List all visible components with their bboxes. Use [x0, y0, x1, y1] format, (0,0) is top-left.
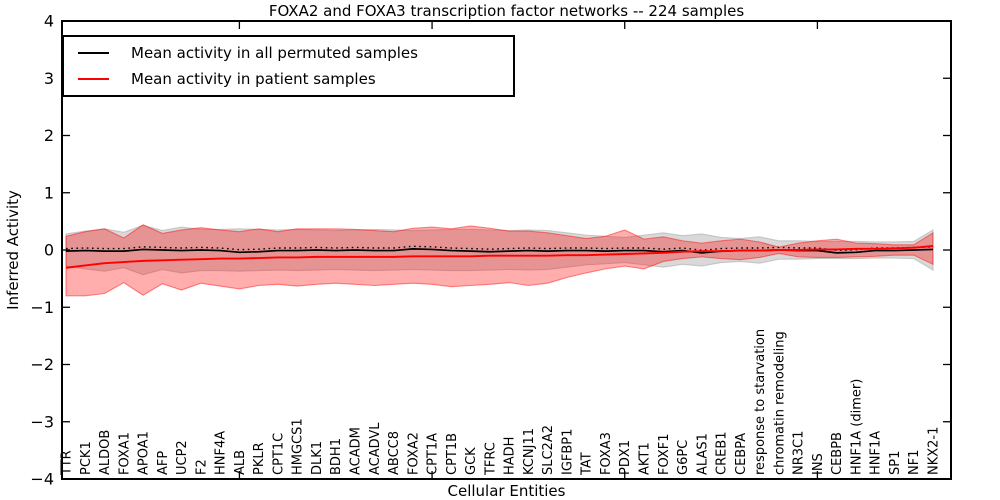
- x-tick-label: SLC2A2: [541, 425, 556, 475]
- x-tick-label: CPT1A: [426, 433, 441, 475]
- x-tick-label: GCK: [464, 447, 479, 475]
- x-tick-label: F2: [194, 459, 209, 475]
- x-tick-label: FOXA2: [406, 432, 421, 475]
- x-tick-label: HMGCS1: [291, 418, 306, 475]
- y-tick-label: 1: [44, 183, 54, 202]
- x-tick-label: CEBPA: [734, 433, 749, 475]
- legend-item-patient: Mean activity in patient samples: [64, 70, 513, 88]
- x-tick-label: PCK1: [79, 441, 94, 475]
- y-tick-label: −4: [30, 470, 54, 489]
- x-tick-label: UCP2: [175, 440, 190, 475]
- x-tick-label: AKT1: [638, 442, 653, 475]
- x-tick-label: SP1: [888, 451, 903, 475]
- y-tick-label: −3: [30, 412, 54, 431]
- x-tick-label: HNF4A: [214, 431, 229, 475]
- x-tick-label: DLK1: [310, 441, 325, 475]
- x-tick-label: ALAS1: [695, 433, 710, 475]
- permuted-samples-range-band: [65, 224, 934, 276]
- x-tick-label: CREB1: [715, 431, 730, 475]
- legend-label-patient: Mean activity in patient samples: [131, 69, 376, 88]
- x-tick-label: TAT: [580, 452, 595, 476]
- x-tick-label: PKLR: [252, 442, 267, 475]
- x-tick-label: APOA1: [137, 431, 152, 475]
- legend-item-permuted: Mean activity in all permuted samples: [64, 44, 513, 62]
- x-tick-label: AFP: [156, 451, 171, 475]
- y-tick-label: 3: [44, 69, 54, 88]
- x-tick-label: FOXA3: [599, 432, 614, 475]
- y-tick-label: 4: [44, 12, 54, 31]
- x-tick-label: KCNJ11: [522, 428, 537, 475]
- x-tick-label: CPT1C: [271, 433, 286, 475]
- plot-frame: [61, 20, 952, 480]
- patient-samples-range-band: [65, 224, 934, 297]
- x-tick-label: BDH1: [329, 438, 344, 475]
- x-tick-label: CPT1B: [445, 433, 460, 475]
- y-tick-label: 0: [44, 241, 54, 260]
- x-tick-label: response to starvation: [753, 329, 768, 475]
- x-tick-label: HADH: [503, 437, 518, 475]
- y-tick-label: 2: [44, 126, 54, 145]
- x-tick-label: INS: [811, 453, 826, 475]
- x-tick-label: HNF1A: [869, 431, 884, 475]
- x-tick-label: NKX2-1: [927, 427, 942, 475]
- y-tick-label: −1: [30, 298, 54, 317]
- x-tick-label: TTR: [60, 450, 75, 476]
- x-tick-label: G6PC: [676, 440, 691, 475]
- y-axis-label: Inferred Activity: [4, 190, 22, 310]
- x-tick-label: ALDOB: [98, 430, 113, 475]
- legend: Mean activity in all permuted samples Me…: [62, 35, 515, 97]
- x-tick-label: ACADVL: [368, 422, 383, 475]
- zero-dotted-line: [65, 245, 934, 251]
- permuted-line-swatch: [78, 52, 109, 55]
- x-tick-label: FOXF1: [657, 433, 672, 475]
- y-tick-label: −2: [30, 355, 54, 374]
- x-tick-label: IGFBP1: [560, 429, 575, 475]
- chart-title: FOXA2 and FOXA3 transcription factor net…: [268, 2, 745, 20]
- x-tick-label: ALB: [233, 450, 248, 475]
- x-tick-label: CEBPB: [830, 432, 845, 475]
- x-tick-label: FOXA1: [117, 432, 132, 475]
- legend-label-permuted: Mean activity in all permuted samples: [131, 44, 418, 63]
- x-tick-label: NF1: [907, 450, 922, 475]
- x-tick-label: ABCC8: [387, 431, 402, 475]
- x-tick-label: HNF1A (dimer): [849, 379, 864, 475]
- patient-line-swatch: [78, 77, 109, 80]
- x-tick-label: PDX1: [618, 440, 633, 475]
- x-tick-label: NR3C1: [792, 431, 807, 475]
- x-tick-label: TFRC: [483, 442, 498, 476]
- x-axis-label: Cellular Entities: [447, 482, 566, 500]
- patient-mean-line: [65, 245, 934, 269]
- x-tick-label: chromatin remodeling: [772, 331, 787, 475]
- x-tick-label: ACADM: [349, 427, 364, 475]
